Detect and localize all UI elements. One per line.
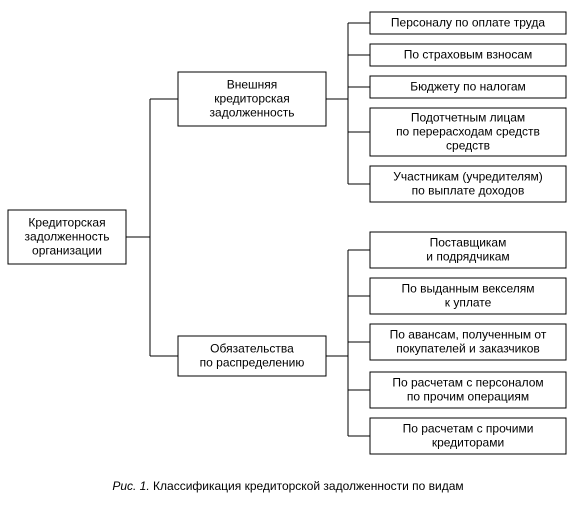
leaf-node-1-0: Поставщиками подрядчикам: [370, 232, 566, 268]
branch-node-1: Обязательствапо распределению: [178, 336, 326, 376]
leaf-node-0-3-label: Подотчетным лицам: [411, 111, 525, 125]
leaf-node-0-3-label: по перерасходам средств: [396, 125, 540, 139]
branch-node-1-label: Обязательства: [210, 342, 294, 356]
leaf-node-1-0-label: и подрядчикам: [426, 250, 509, 264]
branch-node-1-label: по распределению: [200, 356, 305, 370]
leaf-node-1-3-label: По расчетам с персоналом: [392, 376, 543, 390]
branch-node-0-label: кредиторская: [214, 92, 289, 106]
branch-node-0: Внешняякредиторскаязадолженность: [178, 72, 326, 126]
leaf-node-0-3-label: средств: [446, 139, 490, 153]
figure-caption: Рис. 1. Классификация кредиторской задол…: [112, 479, 463, 493]
leaf-node-0-0-label: Персоналу по оплате труда: [391, 16, 546, 30]
root-node: Кредиторскаязадолженностьорганизации: [8, 210, 126, 264]
branch-node-0-label: Внешняя: [227, 78, 278, 92]
leaf-node-0-0: Персоналу по оплате труда: [370, 12, 566, 34]
leaf-node-1-4: По расчетам с прочимикредиторами: [370, 418, 566, 454]
leaf-node-1-4-label: кредиторами: [432, 436, 504, 450]
leaf-node-1-1-label: к уплате: [445, 296, 492, 310]
leaf-node-1-4-label: По расчетам с прочими: [403, 422, 534, 436]
leaf-node-0-2-label: Бюджету по налогам: [410, 80, 526, 94]
leaf-node-0-3: Подотчетным лицампо перерасходам средств…: [370, 108, 566, 156]
leaf-node-0-4: Участникам (учредителям)по выплате доход…: [370, 166, 566, 202]
leaf-node-1-3: По расчетам с персоналомпо прочим операц…: [370, 372, 566, 408]
root-node-label: организации: [32, 244, 102, 258]
branch-node-0-label: задолженность: [210, 106, 295, 120]
root-node-label: задолженность: [25, 230, 110, 244]
root-node-label: Кредиторская: [28, 216, 105, 230]
leaf-node-1-3-label: по прочим операциям: [407, 390, 529, 404]
leaf-node-1-0-label: Поставщикам: [430, 236, 507, 250]
leaf-node-0-1: По страховым взносам: [370, 44, 566, 66]
classification-diagram: КредиторскаязадолженностьорганизацииВнеш…: [0, 0, 577, 506]
leaf-node-0-4-label: Участникам (учредителям): [393, 170, 543, 184]
leaf-node-0-4-label: по выплате доходов: [412, 184, 525, 198]
leaf-node-1-1-label: По выданным векселям: [401, 282, 534, 296]
leaf-node-1-1: По выданным векселямк уплате: [370, 278, 566, 314]
leaf-node-1-2: По авансам, полученным отпокупателей и з…: [370, 324, 566, 360]
leaf-node-0-2: Бюджету по налогам: [370, 76, 566, 98]
leaf-node-1-2-label: покупателей и заказчиков: [396, 342, 540, 356]
leaf-node-1-2-label: По авансам, полученным от: [390, 328, 547, 342]
leaf-node-0-1-label: По страховым взносам: [404, 48, 533, 62]
